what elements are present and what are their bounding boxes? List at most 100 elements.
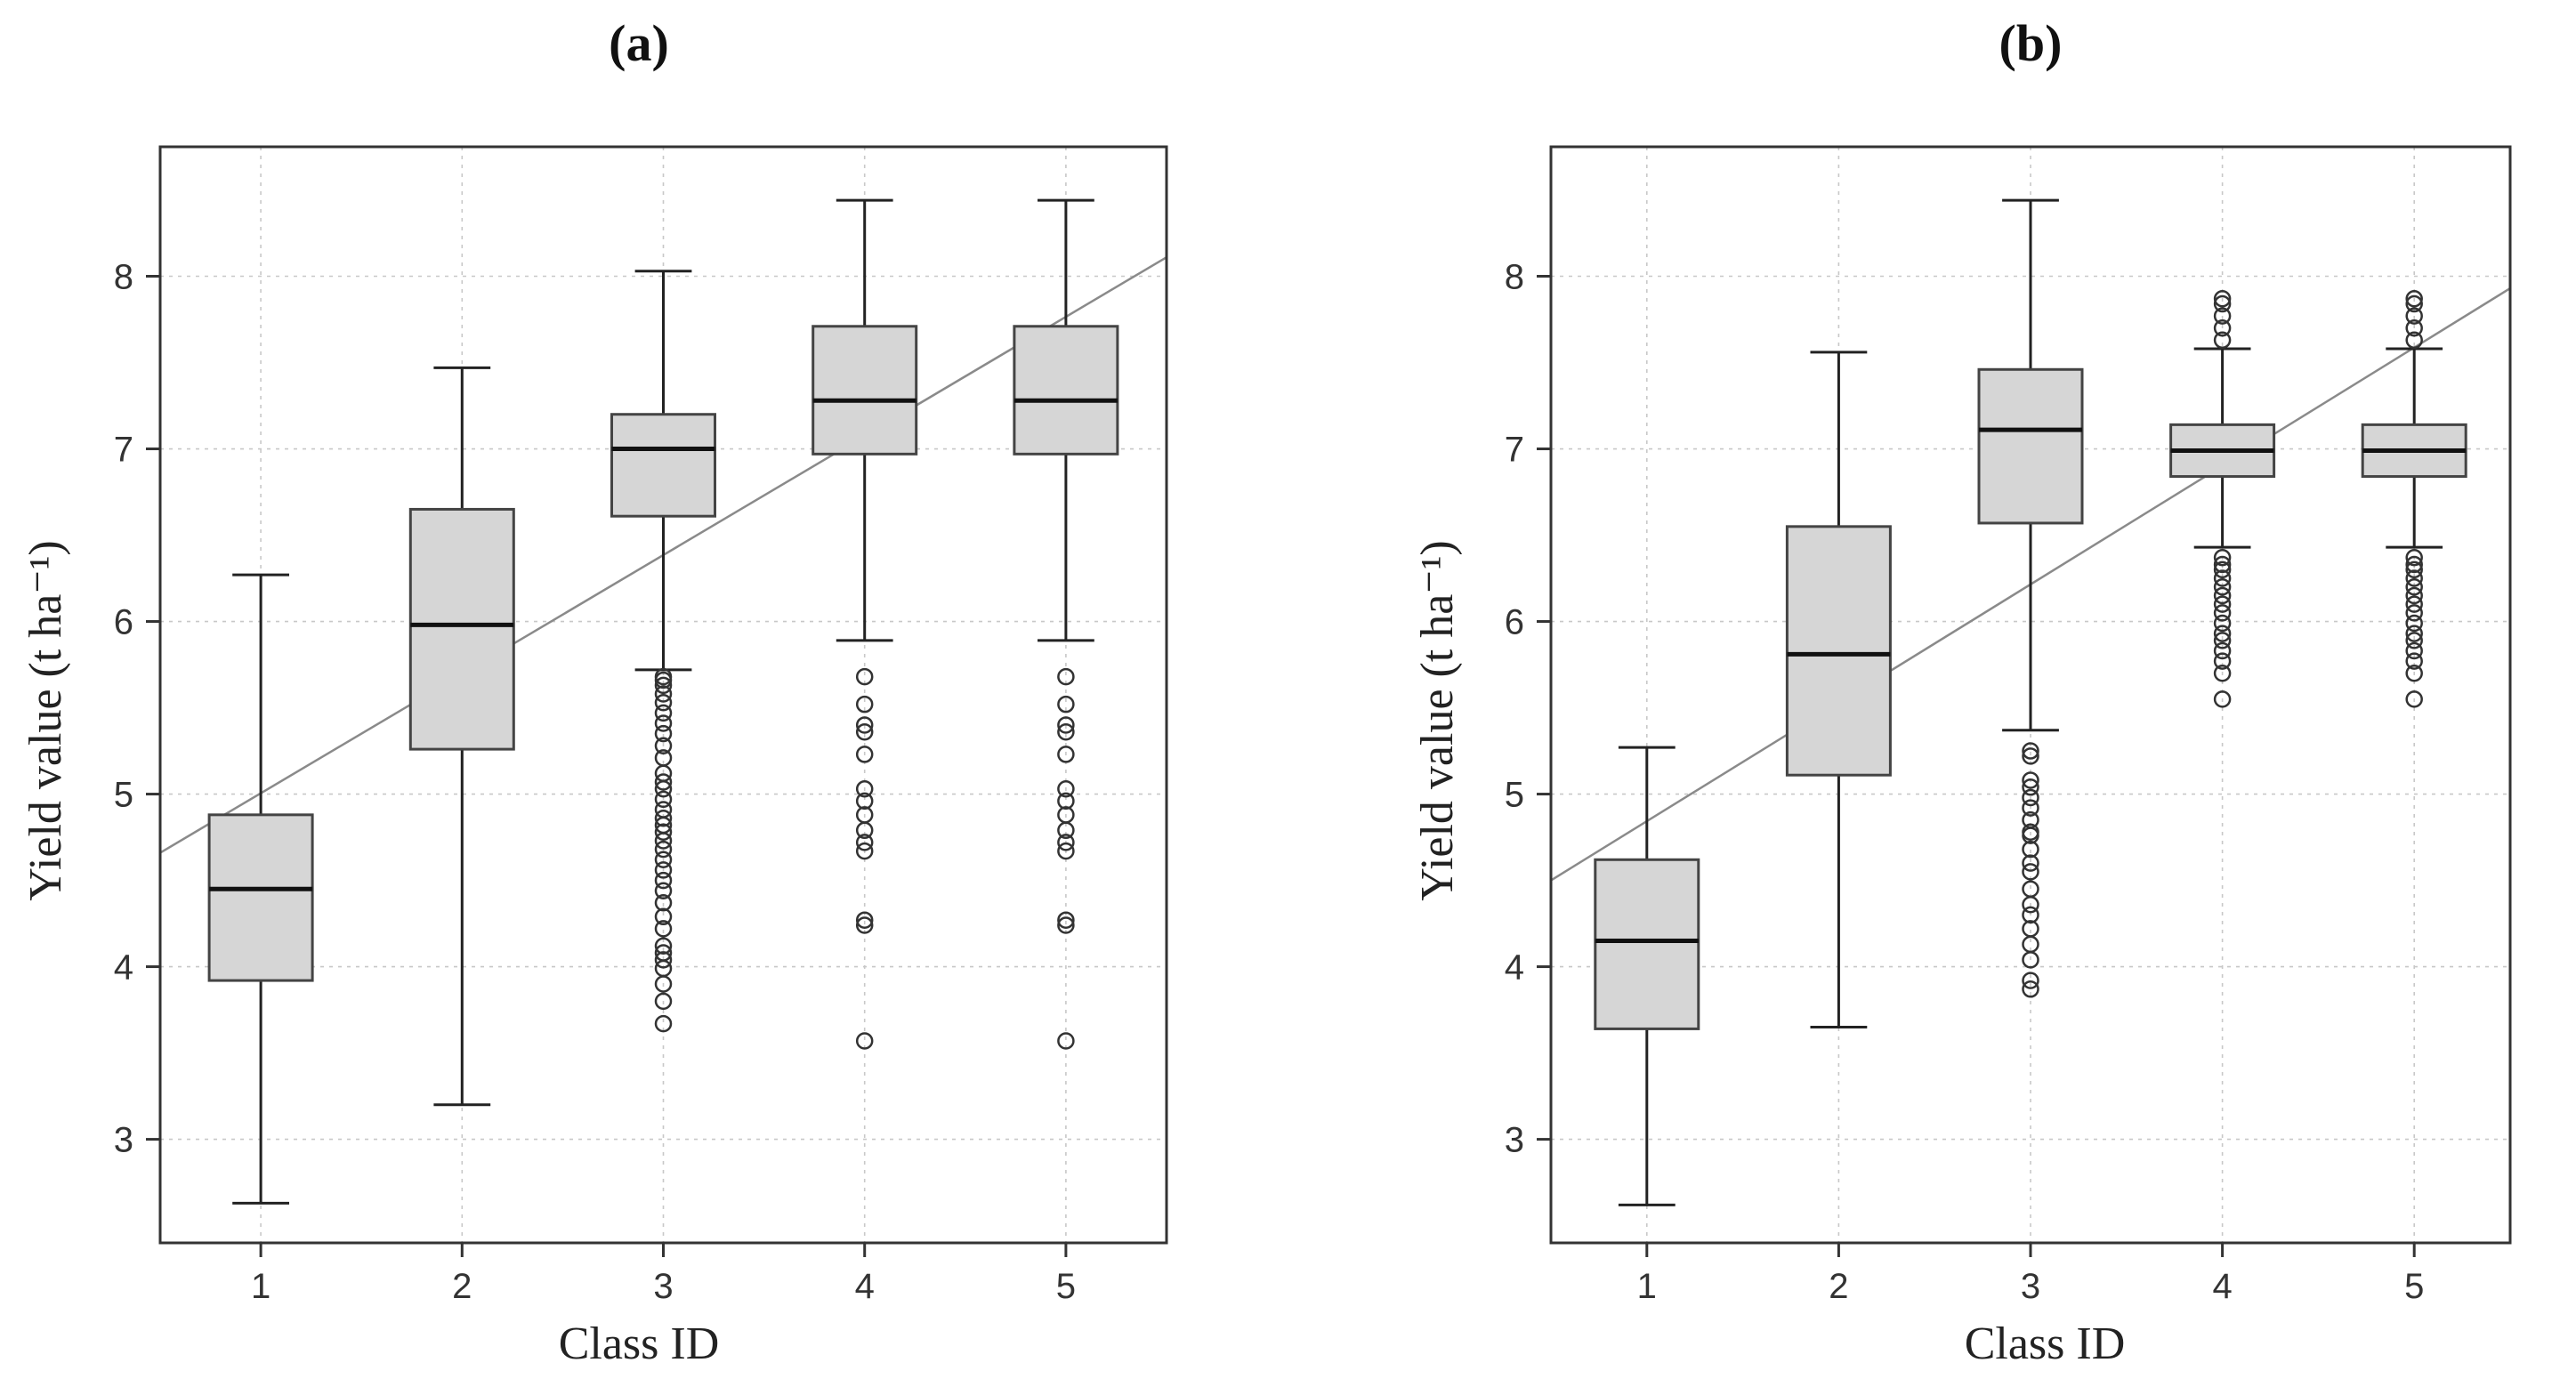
outlier-point	[2405, 307, 2423, 325]
outlier-point	[1057, 842, 1075, 860]
outlier-point	[2022, 827, 2039, 844]
outlier-point	[2022, 863, 2039, 881]
outlier-point	[654, 851, 673, 869]
outlier-point	[1057, 834, 1075, 851]
y-tick-label: 3	[1505, 1121, 1524, 1160]
box-3	[1977, 198, 2084, 998]
outlier-point	[2213, 604, 2232, 622]
outlier-point	[654, 975, 673, 993]
y-axis-label: Yield value (t ha⁻¹)	[20, 540, 71, 900]
outlier-point	[1057, 716, 1075, 734]
iqr-box	[610, 413, 716, 518]
x-tick-label: 5	[1056, 1267, 1076, 1306]
outlier-point	[2022, 951, 2039, 969]
outlier-point	[2022, 895, 2039, 914]
outlier-point	[654, 937, 673, 956]
outlier-point	[2213, 569, 2232, 587]
outlier-point	[2022, 980, 2039, 998]
outlier-point	[654, 823, 673, 841]
iqr-box	[1013, 325, 1119, 456]
x-tick-label: 1	[251, 1267, 271, 1306]
outlier-point	[2405, 595, 2423, 613]
panel-b: (b) 3 4 5 6 7 8 1 2 3 4 5 Class ID Yield value (t …	[1412, 14, 2512, 1369]
outlier-point	[2405, 614, 2423, 633]
outlier-point	[654, 779, 673, 798]
outlier-point	[2022, 747, 2039, 765]
x-tick-label: 2	[452, 1267, 472, 1306]
outlier-point	[2022, 742, 2039, 760]
outlier-point	[2405, 294, 2423, 313]
outlier-point	[855, 779, 874, 798]
box-2	[408, 366, 515, 1107]
outlier-point	[654, 920, 673, 938]
outlier-point	[855, 911, 874, 929]
outlier-point	[855, 746, 874, 763]
outlier-point	[2405, 586, 2423, 605]
y-tick-label: 5	[114, 776, 133, 815]
outlier-point	[2022, 788, 2039, 807]
y-tick-label: 4	[1505, 948, 1524, 988]
grid	[160, 147, 1167, 1243]
outlier-point	[654, 871, 673, 890]
outlier-point	[2405, 549, 2423, 567]
y-axis-label: Yield value (t ha⁻¹)	[1412, 540, 1463, 900]
y-tick-label: 7	[114, 431, 133, 470]
outlier-point	[654, 1014, 673, 1033]
outlier-point	[654, 693, 673, 712]
ticks: 3 4 5 6 7 8 1 2 3 4 5	[114, 258, 1076, 1306]
outlier-point	[2022, 906, 2039, 924]
outlier-point	[654, 882, 673, 899]
outlier-point	[2213, 614, 2232, 633]
outlier-point	[855, 792, 874, 810]
outlier-point	[1057, 916, 1075, 934]
outlier-point	[2405, 319, 2423, 337]
outlier-point	[2213, 289, 2232, 308]
y-tick-label: 7	[1505, 431, 1524, 470]
outlier-point	[2213, 664, 2232, 682]
outlier-point	[654, 773, 673, 791]
outlier-point	[1057, 821, 1075, 840]
outlier-point	[855, 695, 874, 714]
outlier-point	[1057, 911, 1075, 929]
outlier-point	[2022, 972, 2039, 989]
outlier-point	[654, 894, 673, 912]
x-tick-label: 4	[2212, 1267, 2232, 1306]
outlier-point	[2405, 569, 2423, 587]
outlier-point	[2213, 319, 2232, 337]
outlier-point	[855, 821, 874, 840]
outlier-point	[654, 676, 673, 695]
outlier-point	[2405, 560, 2423, 579]
outlier-point	[654, 840, 673, 859]
x-tick-label: 3	[2021, 1267, 2040, 1306]
y-tick-label: 4	[114, 948, 133, 988]
outlier-point	[2213, 331, 2232, 350]
iqr-box	[1977, 367, 2084, 525]
outlier-point	[654, 714, 673, 732]
outlier-point	[2405, 690, 2423, 708]
outlier-point	[2022, 840, 2039, 859]
outlier-point	[2405, 577, 2423, 596]
box-3	[610, 270, 716, 1033]
x-axis-label: Class ID	[559, 1318, 720, 1369]
boxes	[207, 198, 1119, 1205]
iqr-box	[1594, 858, 1700, 1030]
outlier-point	[855, 667, 874, 686]
box-5	[2361, 289, 2467, 708]
outlier-point	[2213, 586, 2232, 605]
outlier-point	[654, 832, 673, 850]
box-1	[207, 573, 314, 1205]
outlier-point	[855, 916, 874, 934]
panel-a: (a) 3 4 5 6 7 8 1 2 3 4 5 Class ID Yield value (t …	[20, 14, 1168, 1369]
outlier-point	[654, 671, 673, 689]
boxes	[1594, 198, 2467, 1206]
outlier-point	[855, 834, 874, 851]
outlier-point	[2213, 641, 2232, 660]
x-tick-label: 5	[2404, 1267, 2424, 1306]
outlier-point	[1057, 746, 1075, 763]
outlier-point	[2213, 555, 2232, 574]
outlier-point	[2405, 289, 2423, 308]
outlier-point	[2213, 652, 2232, 670]
outlier-point	[654, 790, 673, 809]
y-tick-label: 3	[114, 1121, 133, 1160]
